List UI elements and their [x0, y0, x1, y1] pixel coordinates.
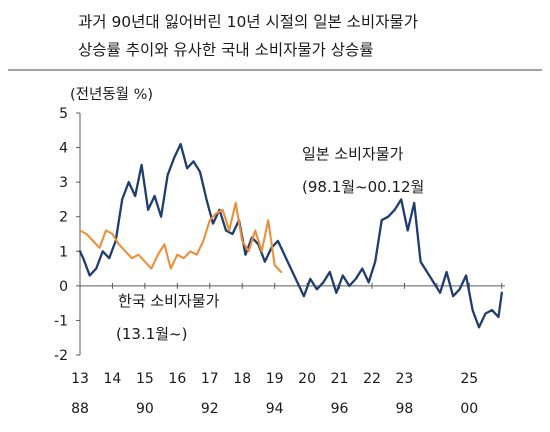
y-tick-label: 0 — [59, 279, 68, 295]
x-tick-label-top: 20 — [298, 371, 316, 387]
chart-title-line-2: 상승률 추이와 유사한 국내 소비자물가 상승률 — [78, 41, 374, 59]
y-axis: 5 4 3 2 1 0 -1 -2 — [54, 106, 81, 364]
x-tick-label-top: 21 — [331, 371, 349, 387]
x-tick-label-top: 23 — [396, 371, 414, 387]
x-tick-label-top: 22 — [363, 371, 381, 387]
x-tick-label-bottom: 90 — [136, 401, 154, 417]
x-tick-label-top: 16 — [168, 371, 186, 387]
y-tick-label: 5 — [59, 106, 68, 122]
y-tick-label: 4 — [59, 141, 68, 157]
x-tick-label-bottom: 88 — [71, 401, 89, 417]
japan-series-label: 일본 소비자물가 — [302, 145, 404, 163]
korea-series-label: 한국 소비자물가 — [118, 292, 220, 310]
x-tick-label-top: 15 — [136, 371, 154, 387]
x-tick-label-top: 18 — [233, 371, 251, 387]
japan-series-period: (98.1월~00.12월 — [302, 178, 424, 196]
y-tick-label: 3 — [59, 175, 68, 191]
x-tick-label-top: 25 — [460, 371, 478, 387]
y-tick-label: 1 — [59, 244, 68, 260]
x-tick-label-top: 17 — [201, 371, 219, 387]
x-tick-label-bottom: 94 — [266, 401, 284, 417]
x-tick-label-bottom: 96 — [331, 401, 349, 417]
korea-cpi-line — [78, 201, 283, 274]
x-tick-label-bottom: 98 — [396, 401, 414, 417]
japan-cpi-line — [78, 142, 503, 329]
x-tick-label-bottom: 00 — [460, 401, 478, 417]
x-tick-label-top: 19 — [266, 371, 284, 387]
korea-series-period: (13.1월~) — [116, 325, 187, 343]
chart-title-line-1: 과거 90년대 잃어버린 10년 시절의 일본 소비자물가 — [78, 13, 418, 31]
y-tick-label: 2 — [59, 210, 68, 226]
plot-series — [78, 142, 503, 329]
y-unit-label: (전년동월 %) — [70, 86, 153, 103]
x-tick-label-top: 13 — [71, 371, 89, 387]
y-tick-label: -2 — [54, 348, 68, 364]
x-tick-label-top: 14 — [104, 371, 122, 387]
x-tick-label-bottom: 92 — [201, 401, 219, 417]
y-tick-label: -1 — [54, 313, 68, 329]
